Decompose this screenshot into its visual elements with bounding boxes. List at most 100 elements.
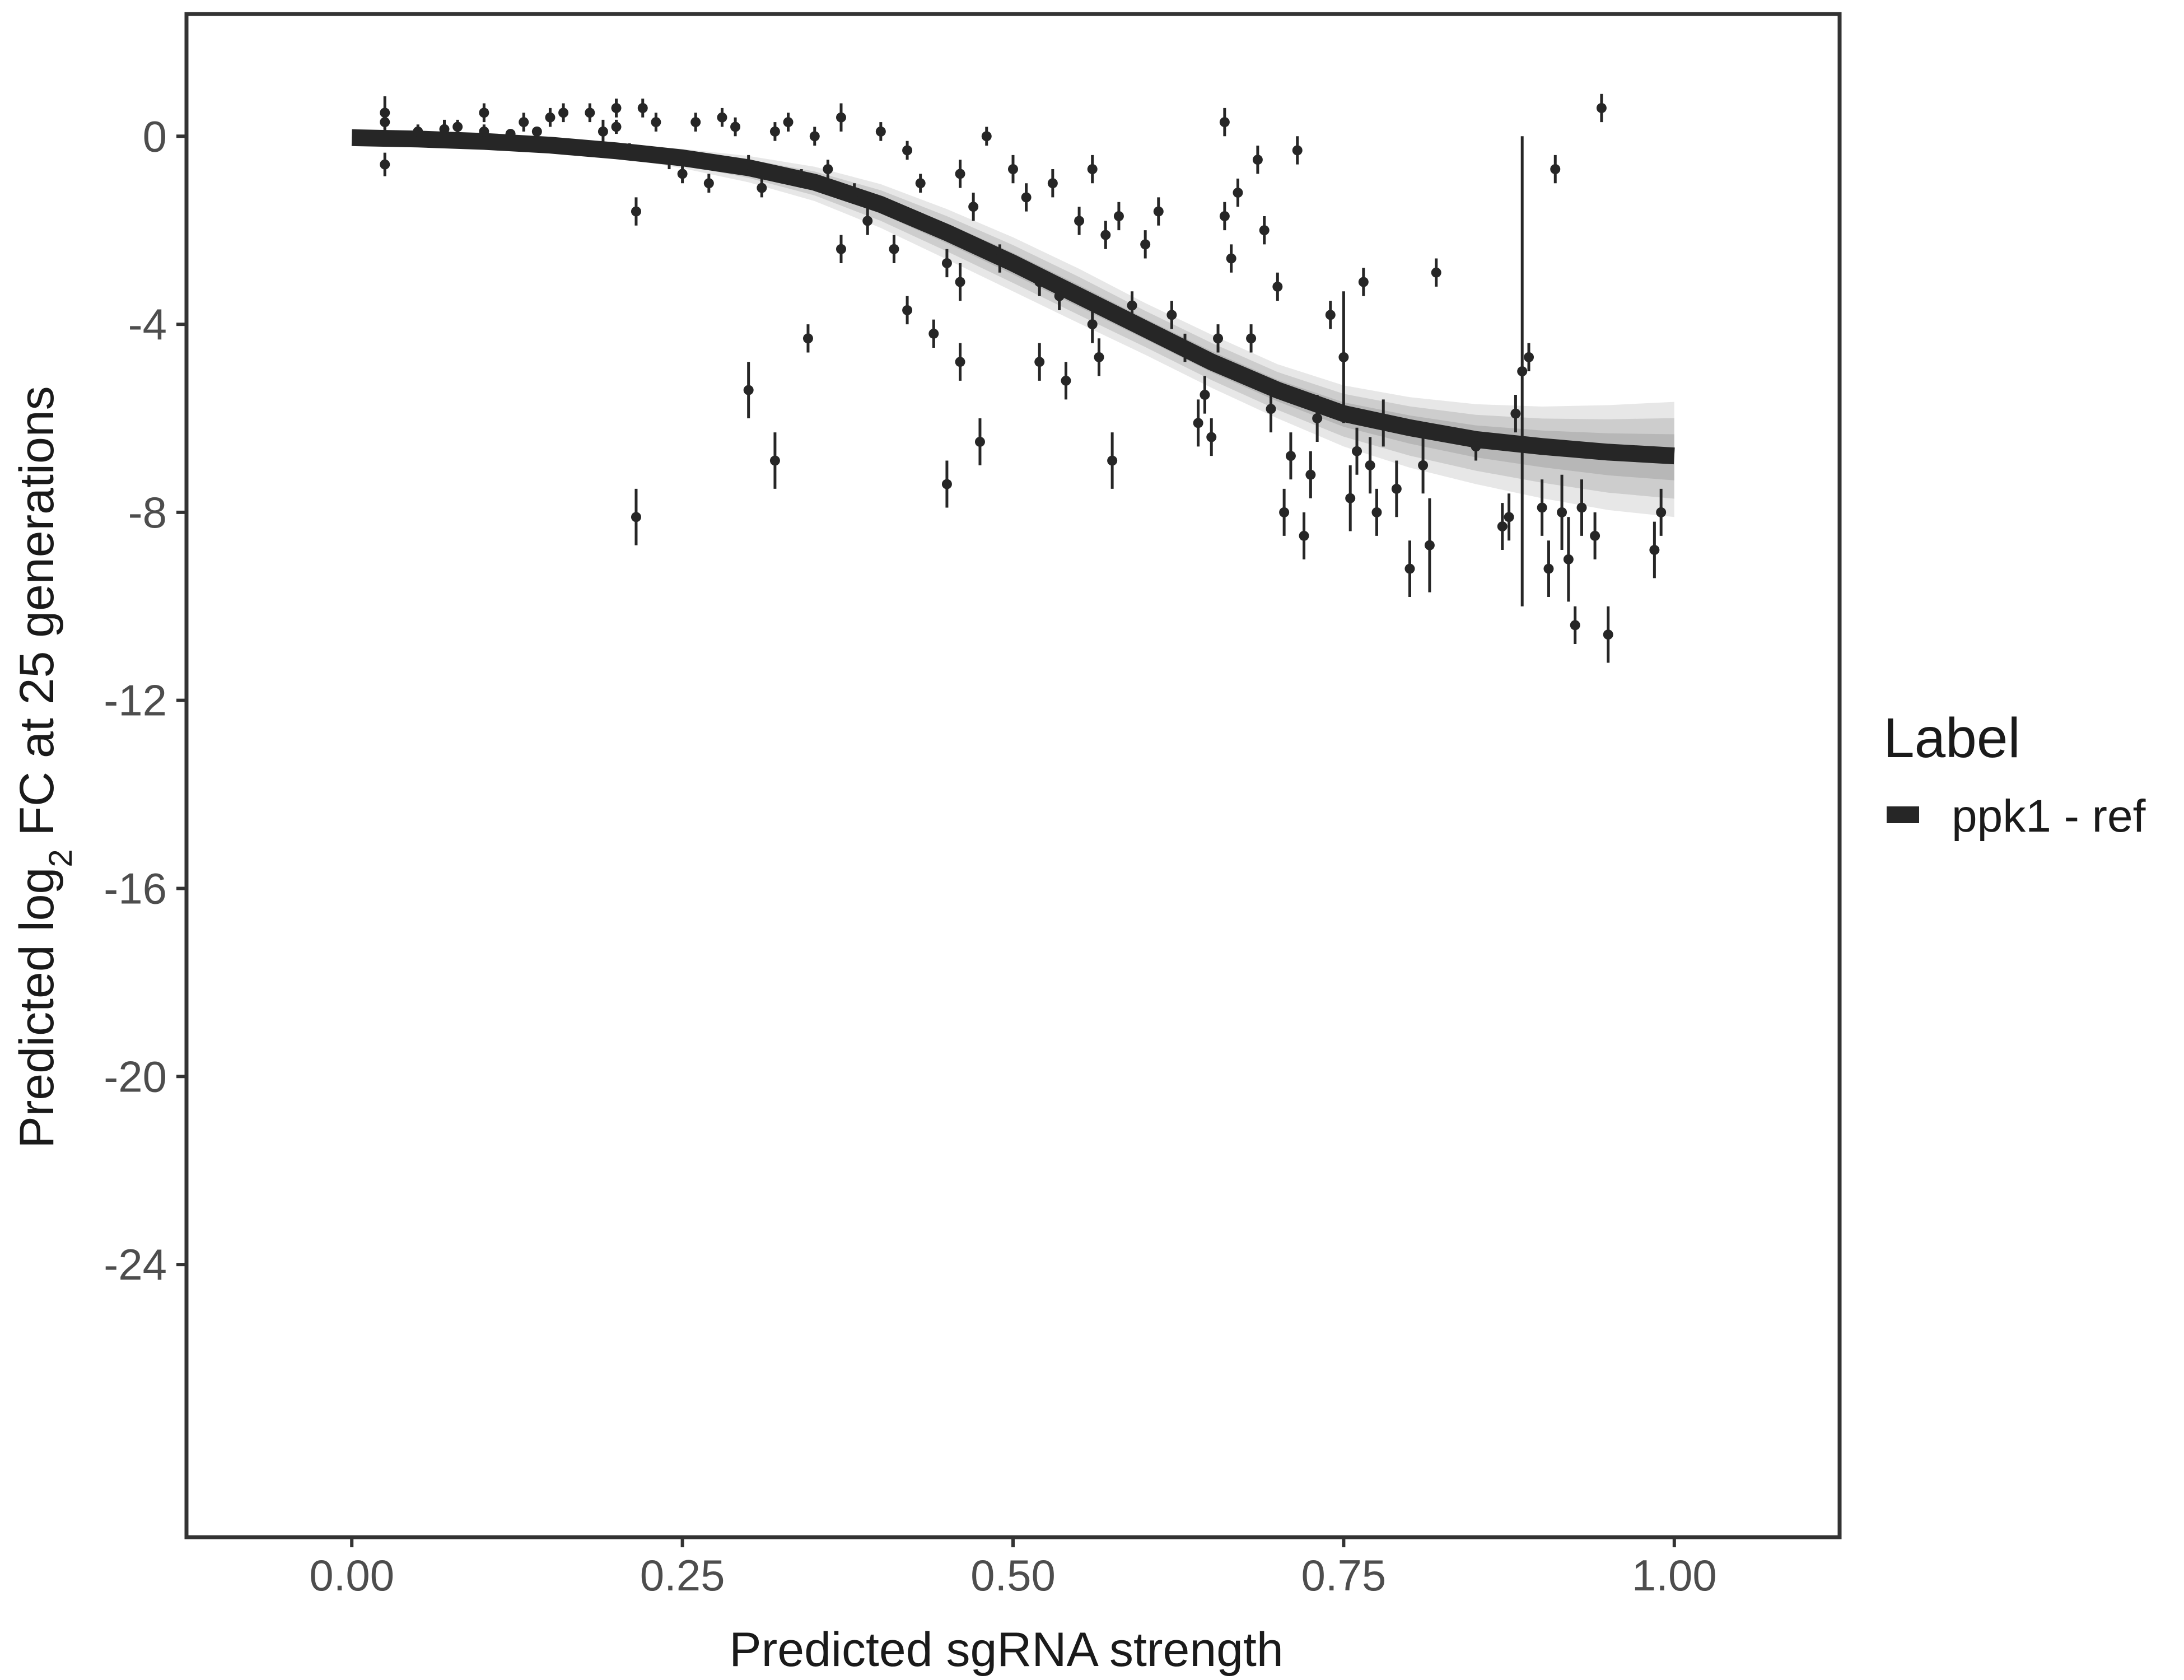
data-point — [479, 124, 489, 139]
data-point — [631, 197, 641, 226]
point-marker — [1590, 530, 1600, 541]
data-point — [974, 418, 985, 465]
data-point — [1649, 521, 1660, 578]
y-tick-label: -16 — [104, 864, 167, 913]
point-marker — [1259, 225, 1270, 236]
point-marker — [585, 108, 595, 118]
data-point — [955, 343, 965, 381]
point-marker — [452, 122, 463, 132]
point-marker — [1656, 507, 1667, 517]
data-point — [1292, 136, 1303, 165]
data-point — [902, 296, 913, 325]
point-marker — [1219, 211, 1230, 221]
data-point — [1543, 540, 1554, 597]
data-point — [1358, 268, 1369, 296]
point-marker — [783, 117, 794, 128]
point-marker — [531, 126, 542, 137]
data-point — [1537, 479, 1547, 536]
point-marker — [955, 277, 965, 287]
point-marker — [1279, 507, 1290, 517]
point-marker — [941, 479, 952, 489]
point-marker — [955, 357, 965, 367]
point-marker — [1166, 310, 1177, 320]
data-point — [531, 126, 542, 137]
data-point — [1352, 427, 1362, 475]
x-tick-label: 0.25 — [640, 1551, 725, 1600]
point-marker — [1219, 117, 1230, 128]
point-marker — [1113, 211, 1124, 221]
point-marker — [1034, 357, 1045, 367]
data-point — [1471, 432, 1481, 461]
data-point — [1219, 108, 1230, 137]
point-marker — [981, 131, 992, 142]
data-point — [717, 108, 727, 127]
point-marker — [889, 244, 899, 254]
point-marker — [631, 512, 641, 522]
point-marker — [1504, 512, 1514, 522]
data-point — [703, 174, 714, 193]
data-point — [1557, 474, 1567, 550]
point-marker — [1087, 164, 1098, 175]
point-marker — [703, 178, 714, 189]
point-marker — [802, 333, 813, 344]
data-point — [981, 127, 992, 146]
data-point — [1200, 376, 1210, 414]
data-point — [479, 103, 489, 123]
data-point — [849, 183, 860, 202]
point-marker — [809, 131, 820, 142]
data-point — [875, 122, 886, 141]
data-point — [1193, 399, 1203, 447]
data-point — [941, 249, 952, 278]
data-point — [1233, 178, 1243, 207]
point-marker — [836, 244, 846, 254]
point-marker — [479, 126, 489, 137]
y-axis-title-suffix: FC at 25 generations — [10, 386, 64, 849]
data-point — [1424, 498, 1435, 592]
point-marker — [1431, 267, 1441, 278]
point-marker — [611, 102, 622, 113]
point-marker — [1107, 455, 1118, 466]
data-point — [1345, 465, 1356, 531]
data-point — [380, 113, 390, 132]
point-marker — [974, 436, 985, 447]
data-point — [439, 119, 450, 139]
y-tick-label: -12 — [104, 676, 167, 725]
point-marker — [1345, 493, 1356, 503]
point-marker — [1576, 502, 1587, 513]
point-marker — [1054, 291, 1065, 301]
data-point — [1087, 305, 1098, 343]
data-point — [743, 362, 754, 418]
data-point — [802, 324, 813, 353]
point-marker — [1180, 343, 1191, 353]
data-point — [1054, 282, 1065, 310]
data-point — [1061, 362, 1071, 400]
data-point — [1094, 338, 1104, 376]
point-marker — [1206, 432, 1217, 442]
data-point — [862, 207, 873, 235]
point-marker — [1061, 375, 1071, 386]
data-point — [631, 488, 641, 545]
data-point — [1431, 258, 1441, 287]
point-marker — [624, 145, 635, 156]
data-point — [637, 99, 648, 118]
data-point — [519, 113, 529, 132]
data-point — [1570, 606, 1580, 644]
data-point — [1219, 202, 1230, 231]
point-marker — [1034, 277, 1045, 287]
data-point — [796, 169, 807, 188]
data-point — [809, 127, 820, 146]
y-tick-label: -20 — [104, 1052, 167, 1101]
point-marker — [1371, 507, 1382, 517]
data-point — [1266, 385, 1276, 433]
point-marker — [1424, 540, 1435, 550]
legend-title: Label — [1883, 707, 2020, 769]
data-point — [1371, 488, 1382, 536]
point-marker — [1200, 390, 1210, 400]
data-point — [1299, 512, 1309, 559]
point-marker — [1510, 408, 1521, 419]
x-tick-label: 0.00 — [309, 1551, 394, 1600]
y-tick-label: -4 — [128, 300, 167, 349]
point-marker — [637, 102, 648, 113]
confidence-band-layer-2 — [352, 137, 1674, 480]
y-axis: 0 -4 -8 -12 -16 -20 -24 — [104, 111, 186, 1289]
